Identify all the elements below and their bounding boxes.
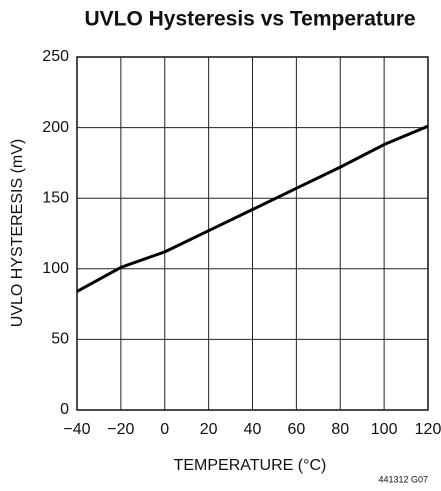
footnote: 441312 G07	[378, 474, 428, 484]
x-tick-label: −40	[63, 421, 90, 438]
x-tick-label: 0	[160, 421, 169, 438]
x-tick-label: 100	[371, 421, 398, 438]
x-tick-label: 60	[287, 421, 305, 438]
chart-title: UVLO Hysteresis vs Temperature	[84, 8, 415, 31]
y-tick-label: 150	[42, 189, 69, 206]
y-tick-label: 100	[42, 260, 69, 277]
x-tick-label: 40	[244, 421, 262, 438]
y-tick-label: 0	[60, 401, 69, 418]
x-axis-label: TEMPERATURE (°C)	[174, 457, 327, 474]
y-tick-label: 50	[51, 331, 69, 348]
x-tick-label: 120	[415, 421, 441, 438]
data-line	[76, 124, 429, 293]
x-tick-label: 80	[331, 421, 349, 438]
x-tick-label: 20	[200, 421, 218, 438]
plot-frame	[76, 56, 429, 411]
y-tick-label: 250	[42, 48, 69, 65]
y-axis-label: UVLO HYSTERESIS (mV)	[9, 139, 26, 327]
x-tick-label: −20	[107, 421, 134, 438]
y-tick-label: 200	[42, 119, 69, 136]
